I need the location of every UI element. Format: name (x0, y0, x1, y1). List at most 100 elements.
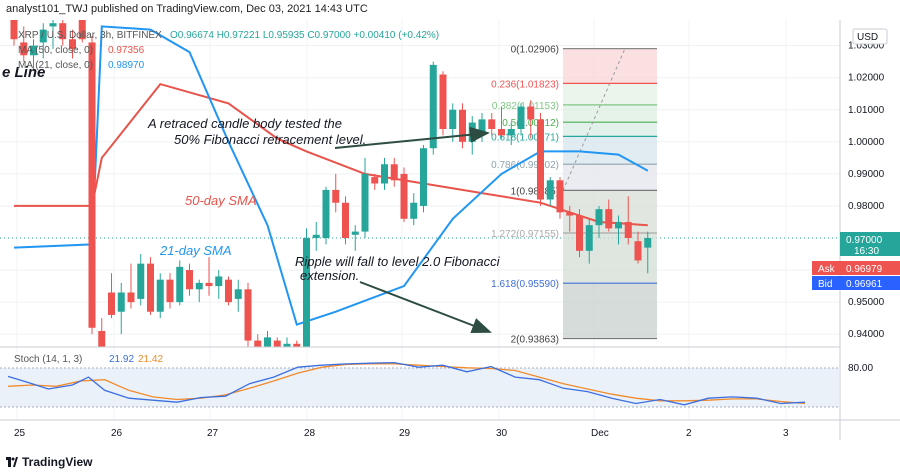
candle-body (176, 266, 184, 303)
candle-body (644, 238, 652, 248)
currency-label[interactable]: USD (857, 32, 878, 43)
candle-body (381, 164, 388, 184)
legend-symbol: XRP / U.S. Dollar, 3h, BITFINEX (18, 30, 162, 41)
ask-value: 0.96979 (846, 264, 883, 275)
footer-brand[interactable]: TradingView (6, 455, 92, 469)
fib-zone (563, 83, 657, 105)
tradingview-logo-icon (6, 457, 18, 467)
x-tick-label: 26 (111, 428, 123, 439)
footer-text: TradingView (22, 455, 93, 469)
annotation-note1-line2: 50% Fibonacci retracement level. (174, 132, 366, 147)
x-tick-label: Dec (591, 428, 609, 439)
candle-body (322, 189, 330, 238)
time-axis[interactable]: 25 26 27 28 29 30 Dec 2 3 (14, 428, 789, 439)
candle-body (303, 238, 310, 347)
candle-body (566, 212, 574, 216)
candle-body (98, 330, 106, 347)
bid-value: 0.96961 (846, 279, 883, 290)
y-tick-label: 0.99000 (848, 169, 885, 180)
x-tick-label: 3 (783, 428, 789, 439)
candle-body (351, 231, 359, 235)
x-tick-label: 27 (207, 428, 219, 439)
candle-body (507, 129, 515, 136)
candle-body (186, 270, 193, 290)
fib-level-label: 1.618(0.95590) (491, 279, 559, 290)
candle-body (498, 129, 505, 136)
candle-body (361, 173, 369, 232)
candle-body (273, 340, 281, 347)
candle-body (195, 282, 203, 290)
fib-level-label: 2(0.93863) (511, 335, 559, 346)
candle-body (390, 164, 398, 181)
legend-ohlc: O0.96674 H0.97221 L0.95935 C0.97000 +0.0… (170, 30, 439, 41)
fib-zone (563, 122, 657, 137)
legend: XRP / U.S. Dollar, 3h, BITFINEX O0.96674… (2, 30, 439, 81)
fib-level-label: 0(1.02906) (511, 45, 559, 56)
x-tick-label: 28 (304, 428, 316, 439)
y-tick-label: 0.94000 (848, 329, 885, 340)
candle-body (244, 289, 252, 341)
legend-ma21: MA (21, close, 0) (18, 60, 93, 71)
candle-body (449, 109, 457, 129)
candle-body (49, 23, 57, 27)
candle-body (371, 177, 379, 184)
candle-body (205, 282, 213, 287)
candle-body (546, 180, 554, 200)
fib-level-label: 0.236(1.01823) (491, 79, 559, 90)
candle-body (615, 221, 622, 229)
candle-body (127, 292, 135, 303)
candle-body (39, 29, 47, 43)
candle-body (517, 106, 525, 129)
candle-body (605, 209, 613, 229)
arrow-to-fib200 (359, 281, 492, 334)
candle-body (234, 289, 242, 299)
candle-body (527, 106, 535, 120)
candle-body (264, 337, 271, 347)
candle-body (420, 148, 427, 206)
candle-body (537, 119, 544, 200)
candle-body (254, 340, 262, 347)
y-tick-label: 0.95000 (848, 297, 885, 308)
candle-body (10, 20, 18, 40)
stoch-k-value: 21.92 (109, 354, 134, 365)
y-tick-label: 1.00000 (848, 137, 885, 148)
candle-body (576, 215, 583, 251)
fib-zone (563, 164, 657, 191)
candle-body (78, 20, 86, 40)
arrow-to-fib50 (334, 126, 490, 149)
candle-body (108, 292, 115, 315)
x-tick-label: 29 (399, 428, 411, 439)
fib-zone (563, 48, 657, 84)
candle-body (69, 39, 76, 49)
fib-level-label: 0.382(1.01153) (492, 101, 559, 112)
candle-body (117, 292, 125, 312)
x-tick-label: 25 (14, 428, 26, 439)
annotation-arrows (334, 126, 492, 334)
fib-level-label: 1(0.98485) (511, 186, 559, 197)
fib-trend-line (562, 48, 626, 191)
candle-body (595, 209, 603, 226)
fib-level-label: 1.272(0.97155) (491, 229, 559, 240)
fib-level-label: 0.786(0.99302) (491, 160, 559, 171)
y-tick-label: 1.01000 (848, 105, 885, 116)
candle-body (147, 263, 154, 312)
candle-body (459, 109, 466, 142)
candle-body (332, 189, 340, 203)
legend-ma21-value: 0.98970 (108, 60, 145, 71)
stoch-d-value: 21.42 (138, 354, 163, 365)
fib-zone (563, 283, 657, 339)
candle-body (468, 122, 476, 142)
fib-level-label: 0.618(1.00171) (491, 132, 559, 143)
y-tick-label: 0.98000 (848, 201, 885, 212)
legend-ma50-value: 0.97356 (108, 45, 145, 56)
countdown: 16:30 (854, 246, 879, 257)
candlesticks (10, 20, 652, 347)
candle-body (400, 173, 408, 219)
candle-body (30, 45, 37, 56)
x-tick-label: 30 (496, 428, 508, 439)
annotation-sma50: 50-day SMA (185, 193, 257, 208)
candle-body (439, 74, 447, 129)
candle-body (283, 343, 291, 347)
candle-body (585, 225, 593, 251)
